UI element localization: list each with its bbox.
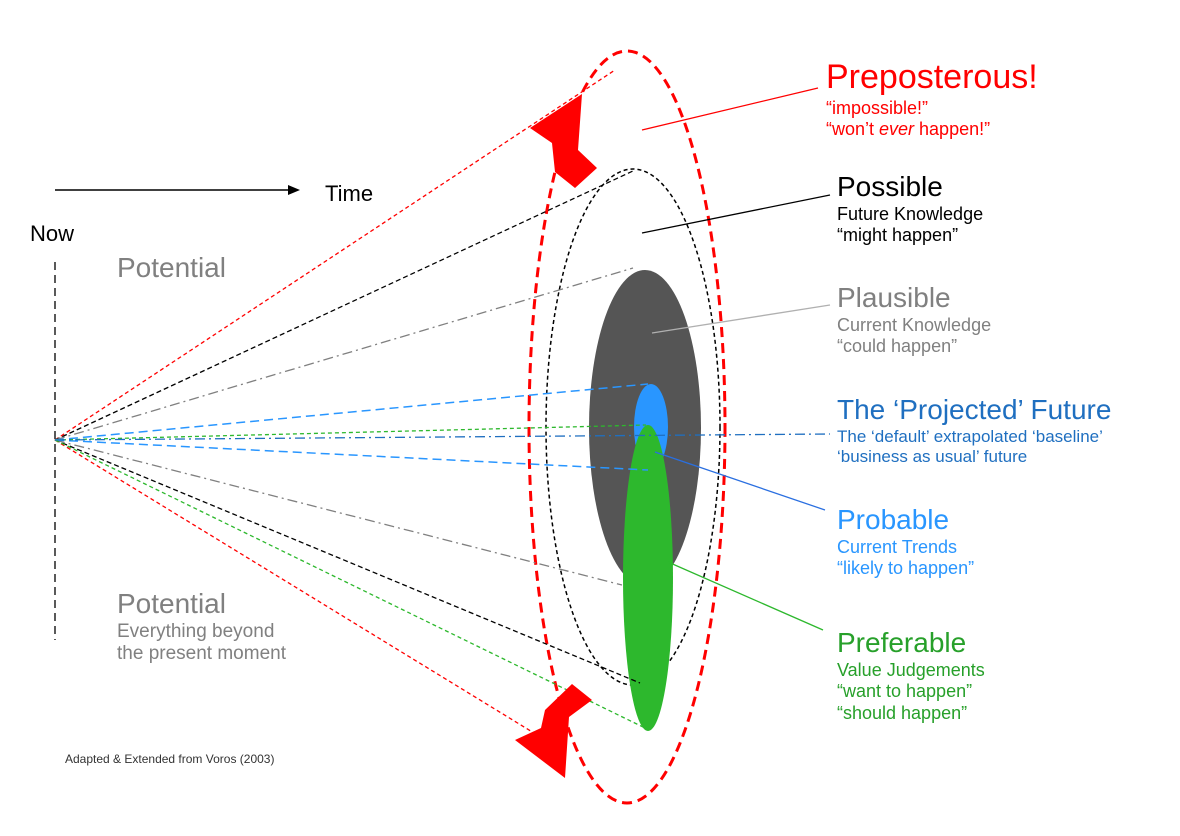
preposterous-leader [641, 87, 819, 131]
preferable-line1: Value Judgements [837, 659, 985, 680]
expand-arrow-up-icon [530, 94, 597, 188]
possible-line2: “might happen” [837, 225, 959, 246]
cone-line-possible-bottom [54, 439, 641, 684]
cone-line-possible-top [54, 169, 636, 441]
cone-line-preposterous-bottom [54, 439, 566, 753]
projected-title: The ‘Projected’ Future [837, 394, 1112, 425]
plausible-leader [651, 304, 831, 334]
preposterous-title: Preposterous! [826, 58, 1038, 96]
preferable-block: Preferable Value Judgements “want to hap… [837, 626, 985, 724]
potential-top-label: Potential [117, 252, 226, 283]
citation-text: Adapted & Extended from Voros (2003) [65, 752, 275, 766]
plausible-block: Plausible Current Knowledge “could happe… [837, 281, 991, 358]
plausible-line2: “could happen” [837, 336, 958, 357]
expand-arrow-down-icon [515, 684, 592, 778]
projected-line2: ‘business as usual’ future [837, 446, 1028, 466]
preposterous-line1: “impossible!” [826, 97, 929, 118]
probable-title: Probable [837, 504, 950, 535]
preposterous-line2-emphasis: ever [879, 119, 915, 140]
preposterous-block: Preposterous! “impossible!” “won’t ever … [826, 57, 1038, 141]
projected-future-line [54, 433, 831, 441]
probable-line2: “likely to happen” [837, 558, 975, 579]
preposterous-line2: “won’t ever happen!” [826, 119, 1038, 141]
potential-bottom-title: Potential [117, 588, 226, 619]
preposterous-line2-post: happen!” [914, 119, 991, 140]
probable-block: Probable Current Trends “likely to happe… [837, 503, 974, 580]
cone-line-preferable-bottom [54, 439, 646, 729]
time-label: Time [325, 181, 374, 206]
cone-line-plausible-bottom [54, 439, 623, 586]
preferable-leader [667, 561, 824, 631]
probable-line1: Current Trends [837, 536, 958, 557]
potential-bottom-line2: the present moment [117, 643, 286, 665]
potential-bottom-block: Potential Everything beyond the present … [117, 587, 286, 666]
now-label: Now [30, 221, 75, 246]
cone-line-probable-top [54, 383, 649, 441]
possible-line1: Future Knowledge [837, 203, 984, 224]
cone-line-preferable-top [54, 424, 647, 441]
preferable-line2: “want to happen” [837, 681, 973, 702]
preferable-line3: “should happen” [837, 702, 968, 723]
plausible-line1: Current Knowledge [837, 314, 992, 335]
projected-line1: The ‘default’ extrapolated ‘baseline’ [837, 426, 1103, 446]
potential-bottom-line1: Everything beyond [117, 620, 275, 642]
possible-block: Possible Future Knowledge “might happen” [837, 170, 983, 247]
preferable-title: Preferable [837, 627, 967, 658]
cone-line-probable-bottom [54, 439, 649, 471]
projected-block: The ‘Projected’ Future The ‘default’ ext… [837, 393, 1111, 467]
preposterous-line2-pre: “won’t [826, 119, 880, 140]
plausible-title: Plausible [837, 282, 951, 313]
preferable-ellipse [623, 425, 673, 731]
probable-leader [654, 451, 826, 511]
time-arrow-head [288, 185, 300, 195]
cone-line-plausible-top [54, 267, 634, 441]
possible-leader [641, 194, 831, 234]
preposterous-ellipse [527, 49, 727, 805]
possible-title: Possible [837, 171, 943, 202]
